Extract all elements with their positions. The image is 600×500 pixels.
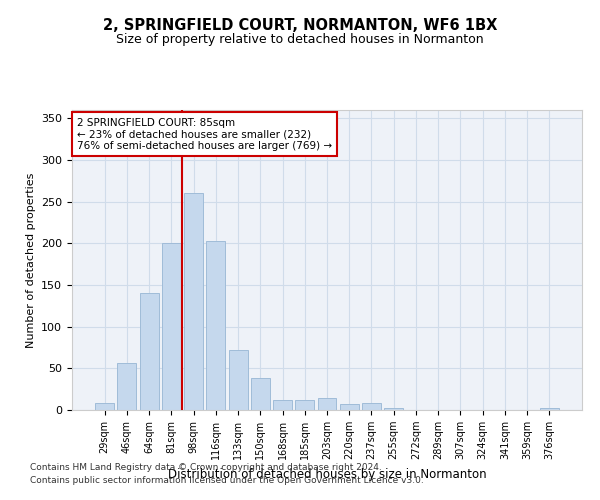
Text: Size of property relative to detached houses in Normanton: Size of property relative to detached ho… bbox=[116, 32, 484, 46]
Bar bbox=[206, 241, 225, 410]
Bar bbox=[317, 398, 337, 410]
Text: 2, SPRINGFIELD COURT, NORMANTON, WF6 1BX: 2, SPRINGFIELD COURT, NORMANTON, WF6 1BX bbox=[103, 18, 497, 32]
Bar bbox=[162, 244, 181, 410]
Bar bbox=[340, 404, 359, 410]
Bar bbox=[140, 292, 158, 410]
Bar bbox=[184, 194, 203, 410]
Bar bbox=[251, 378, 270, 410]
Bar bbox=[229, 350, 248, 410]
Text: Contains public sector information licensed under the Open Government Licence v3: Contains public sector information licen… bbox=[30, 476, 424, 485]
Bar bbox=[362, 404, 381, 410]
Y-axis label: Number of detached properties: Number of detached properties bbox=[26, 172, 35, 348]
Bar bbox=[384, 408, 403, 410]
Bar bbox=[118, 362, 136, 410]
Text: 2 SPRINGFIELD COURT: 85sqm
← 23% of detached houses are smaller (232)
76% of sem: 2 SPRINGFIELD COURT: 85sqm ← 23% of deta… bbox=[77, 118, 332, 150]
Bar bbox=[95, 402, 114, 410]
Bar bbox=[540, 408, 559, 410]
Bar bbox=[295, 400, 314, 410]
Bar bbox=[273, 400, 292, 410]
X-axis label: Distribution of detached houses by size in Normanton: Distribution of detached houses by size … bbox=[167, 468, 487, 480]
Text: Contains HM Land Registry data © Crown copyright and database right 2024.: Contains HM Land Registry data © Crown c… bbox=[30, 462, 382, 471]
